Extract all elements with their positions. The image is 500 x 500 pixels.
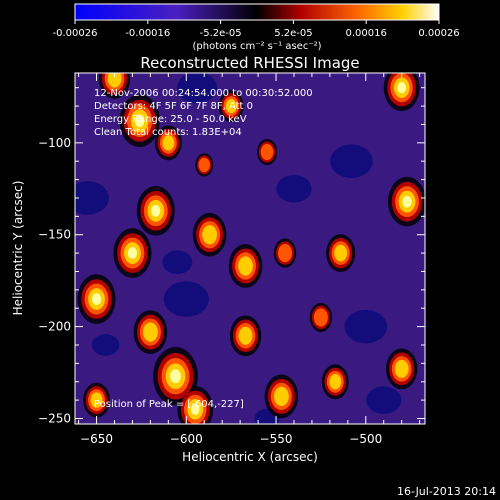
- y-axis-label: Heliocentric Y (arcsec): [11, 181, 25, 316]
- colorbar-tick-label: -0.00026: [53, 28, 98, 39]
- x-tick-label: −600: [170, 432, 203, 446]
- colorbar-tick-label: 0.00026: [418, 28, 459, 39]
- bright-source: [198, 157, 210, 173]
- dark-source: [344, 309, 388, 344]
- y-tick-label: −250: [38, 411, 71, 425]
- colorbar-tick-label: 5.2e-05: [274, 28, 312, 39]
- bright-source: [90, 392, 103, 408]
- bright-source: [170, 369, 181, 384]
- bright-source: [162, 135, 175, 151]
- bright-source: [202, 225, 218, 245]
- bright-source: [274, 386, 289, 407]
- colorbar: -0.00026 -0.00016 -5.2e-05 5.2e-05 0.00016 0.…: [53, 3, 460, 52]
- annotation-line: 12-Nov-2006 00:24:54.000 to 00:30:52.000: [94, 88, 313, 99]
- x-axis-label: Heliocentric X (arcsec): [182, 450, 318, 464]
- bright-source: [329, 374, 342, 390]
- dark-source: [163, 281, 209, 317]
- plot-frame: [74, 72, 426, 425]
- peak-label: Position of Peak = [-604,-227]: [94, 399, 244, 410]
- bright-source: [238, 326, 253, 345]
- bright-source: [334, 244, 348, 262]
- dark-source: [162, 250, 193, 275]
- bright-source: [151, 204, 161, 217]
- axis-ticks: −650 −600 −550 −500 −100 −150 −200 −250: [38, 73, 425, 446]
- dark-source: [276, 174, 312, 203]
- bright-source: [142, 322, 158, 342]
- bright-source: [402, 195, 412, 208]
- bright-source: [313, 308, 328, 327]
- bright-source: [394, 359, 409, 378]
- x-tick-label: −500: [349, 432, 382, 446]
- bright-source: [260, 143, 274, 161]
- y-tick-label: −150: [38, 228, 71, 242]
- x-tick-label: −650: [80, 432, 113, 446]
- bright-source: [127, 247, 138, 260]
- colorbar-tick-label: -5.2e-05: [200, 28, 242, 39]
- dark-source: [176, 73, 218, 104]
- plot-area: −650 −600 −550 −500 −100 −150 −200 −250 12-Nov-…: [38, 72, 426, 446]
- chart-title: Reconstructed RHESSI Image: [140, 54, 359, 72]
- bright-source: [134, 114, 145, 128]
- bright-source: [278, 243, 292, 263]
- dark-source: [330, 144, 373, 178]
- timestamp-footer: 16-Jul-2013 20:14: [396, 485, 496, 498]
- dark-source: [75, 181, 109, 215]
- dark-source: [366, 386, 402, 414]
- heatmap-image: [75, 73, 425, 424]
- colorbar-gradient: [74, 3, 440, 21]
- colorbar-tick-label: -0.00016: [125, 28, 170, 39]
- colorbar-ticks: -0.00026 -0.00016 -5.2e-05 5.2e-05 0.00016 0.…: [53, 20, 460, 39]
- annotation-line: Detectors: 4F 5F 6F 7F 8F, Att 0: [94, 101, 253, 112]
- annotation-line: Energy Range: 25.0 - 50.0 keV: [94, 114, 247, 125]
- y-tick-label: −200: [38, 320, 71, 334]
- colorbar-tick-label: 0.00016: [346, 28, 387, 39]
- dark-source: [91, 334, 120, 356]
- bright-source: [190, 403, 200, 415]
- info-annotations: 12-Nov-2006 00:24:54.000 to 00:30:52.000…: [94, 88, 313, 138]
- colorbar-units: (photons cm⁻² s⁻¹ asec⁻²): [192, 41, 321, 52]
- bright-source: [225, 99, 237, 114]
- x-tick-label: −550: [260, 432, 293, 446]
- bright-source: [91, 293, 102, 305]
- annotation-line: Clean Total counts: 1.83E+04: [94, 127, 242, 138]
- bright-source: [107, 73, 122, 88]
- bright-source: [397, 82, 406, 94]
- bright-source: [238, 256, 253, 276]
- y-tick-label: −100: [38, 136, 71, 150]
